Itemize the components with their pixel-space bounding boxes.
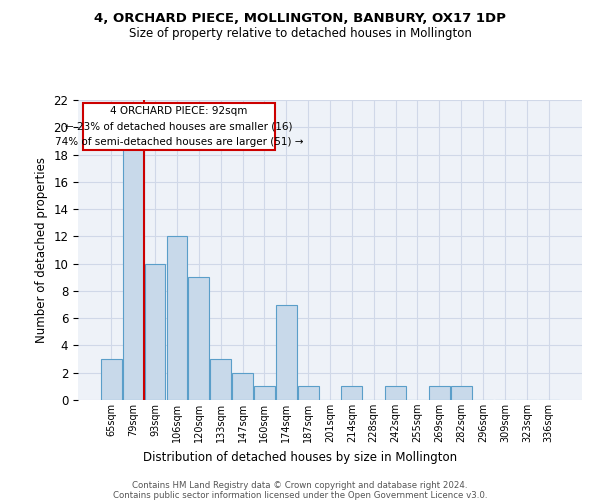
Bar: [298, 386, 319, 400]
Bar: [385, 386, 406, 400]
Text: Size of property relative to detached houses in Mollington: Size of property relative to detached ho…: [128, 28, 472, 40]
Text: 4 ORCHARD PIECE: 92sqm: 4 ORCHARD PIECE: 92sqm: [110, 106, 247, 116]
Bar: [167, 236, 187, 400]
Bar: [101, 359, 122, 400]
Bar: [188, 278, 209, 400]
Bar: [451, 386, 472, 400]
Text: 4, ORCHARD PIECE, MOLLINGTON, BANBURY, OX17 1DP: 4, ORCHARD PIECE, MOLLINGTON, BANBURY, O…: [94, 12, 506, 26]
Y-axis label: Number of detached properties: Number of detached properties: [35, 157, 48, 343]
Bar: [210, 359, 231, 400]
Bar: [254, 386, 275, 400]
Text: ← 23% of detached houses are smaller (16): ← 23% of detached houses are smaller (16…: [65, 121, 293, 131]
Text: 74% of semi-detached houses are larger (51) →: 74% of semi-detached houses are larger (…: [55, 136, 303, 147]
Text: Contains HM Land Registry data © Crown copyright and database right 2024.: Contains HM Land Registry data © Crown c…: [132, 480, 468, 490]
Bar: [341, 386, 362, 400]
Bar: [232, 372, 253, 400]
Bar: [145, 264, 166, 400]
FancyBboxPatch shape: [83, 103, 275, 150]
Bar: [429, 386, 450, 400]
Text: Contains public sector information licensed under the Open Government Licence v3: Contains public sector information licen…: [113, 490, 487, 500]
Bar: [276, 304, 296, 400]
Bar: [123, 141, 143, 400]
Text: Distribution of detached houses by size in Mollington: Distribution of detached houses by size …: [143, 451, 457, 464]
